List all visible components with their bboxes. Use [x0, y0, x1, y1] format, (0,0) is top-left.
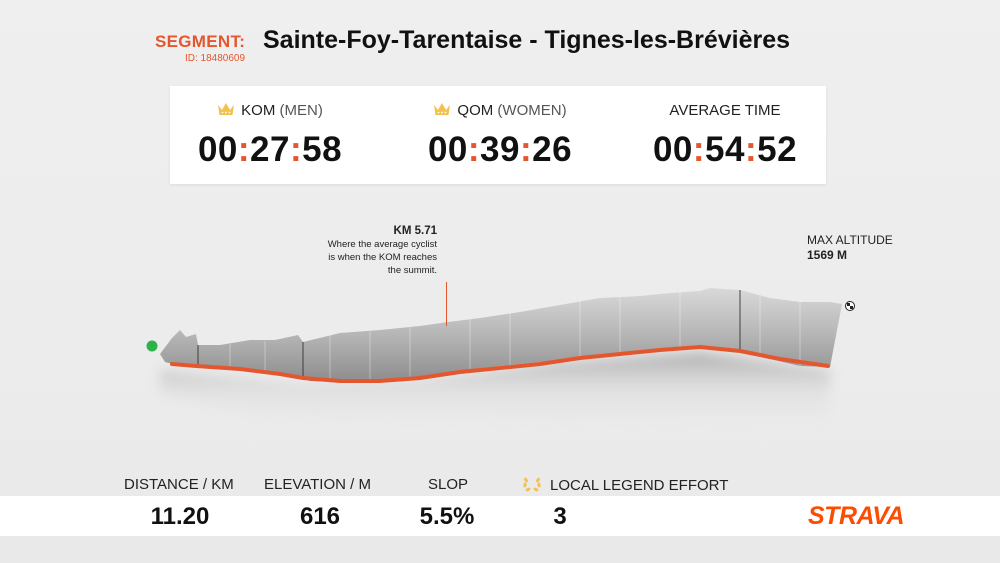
- max-altitude: MAX ALTITUDE 1569 M: [807, 233, 893, 263]
- slope-value: 5.5%: [419, 503, 475, 530]
- average-time-label: AVERAGE TIME: [669, 102, 781, 119]
- qom-value: 00:39:26: [427, 130, 573, 169]
- crown-icon: [218, 103, 235, 115]
- route-line: [170, 344, 830, 383]
- kom-sublabel: (MEN): [279, 102, 323, 119]
- distance-value: 11.20: [150, 503, 210, 530]
- local-legend-value: 3: [553, 503, 567, 530]
- profile-wall: [160, 288, 842, 383]
- crown-icon: [434, 103, 451, 115]
- kom-label: KOM: [241, 102, 276, 119]
- profile-texture: [229, 292, 801, 382]
- strava-logo: STRAVA: [808, 502, 905, 530]
- slope-label: SLOP: [428, 476, 469, 493]
- annotation-text-1: Where the average cyclist: [327, 239, 437, 250]
- local-legend-label: LOCAL LEGEND EFFORT: [522, 476, 728, 494]
- qom-sublabel: (WOMEN): [497, 102, 567, 119]
- elevation-value: 616: [299, 503, 341, 530]
- max-altitude-label: MAX ALTITUDE: [807, 233, 893, 247]
- annotation-text-2: is when the KOM reaches: [328, 252, 437, 263]
- elevation-label: ELEVATION / M: [264, 476, 371, 493]
- times-card: KOM (MEN) 00:27:58 QOM (WOMEN) 00:39:26 …: [170, 86, 826, 184]
- distance-label: DISTANCE / KM: [124, 476, 234, 493]
- max-altitude-value: 1569 M: [807, 248, 848, 262]
- segment-id: ID: 18480609: [185, 53, 246, 64]
- average-time-value: 00:54:52: [652, 130, 798, 169]
- elevation-profile: [146, 288, 855, 440]
- kom-time: KOM (MEN) 00:27:58: [170, 86, 370, 184]
- finish-flag-icon: [845, 301, 855, 311]
- annotation-line: [446, 282, 447, 326]
- profile-reflection: [160, 352, 830, 440]
- average-time: AVERAGE TIME 00:54:52: [625, 86, 825, 184]
- km-annotation: KM 5.71 Where the average cyclist is whe…: [328, 225, 437, 277]
- annotation-text-3: the summit.: [387, 265, 437, 276]
- segment-title: Sainte-Foy-Tarentaise - Tignes-les-Brévi…: [263, 26, 791, 54]
- kom-value: 00:27:58: [197, 130, 343, 169]
- profile-dark-ridges: [197, 290, 741, 380]
- start-marker-icon: [146, 340, 158, 352]
- qom-time: QOM (WOMEN) 00:39:26: [400, 86, 600, 184]
- stats-bar: [0, 496, 1000, 536]
- segment-label: SEGMENT:: [155, 32, 246, 51]
- qom-label: QOM: [457, 102, 494, 119]
- segment-header: SEGMENT: ID: 18480609 Sainte-Foy-Tarenta…: [155, 26, 875, 70]
- laurel-icon: [523, 477, 541, 492]
- annotation-km: KM 5.71: [393, 225, 437, 237]
